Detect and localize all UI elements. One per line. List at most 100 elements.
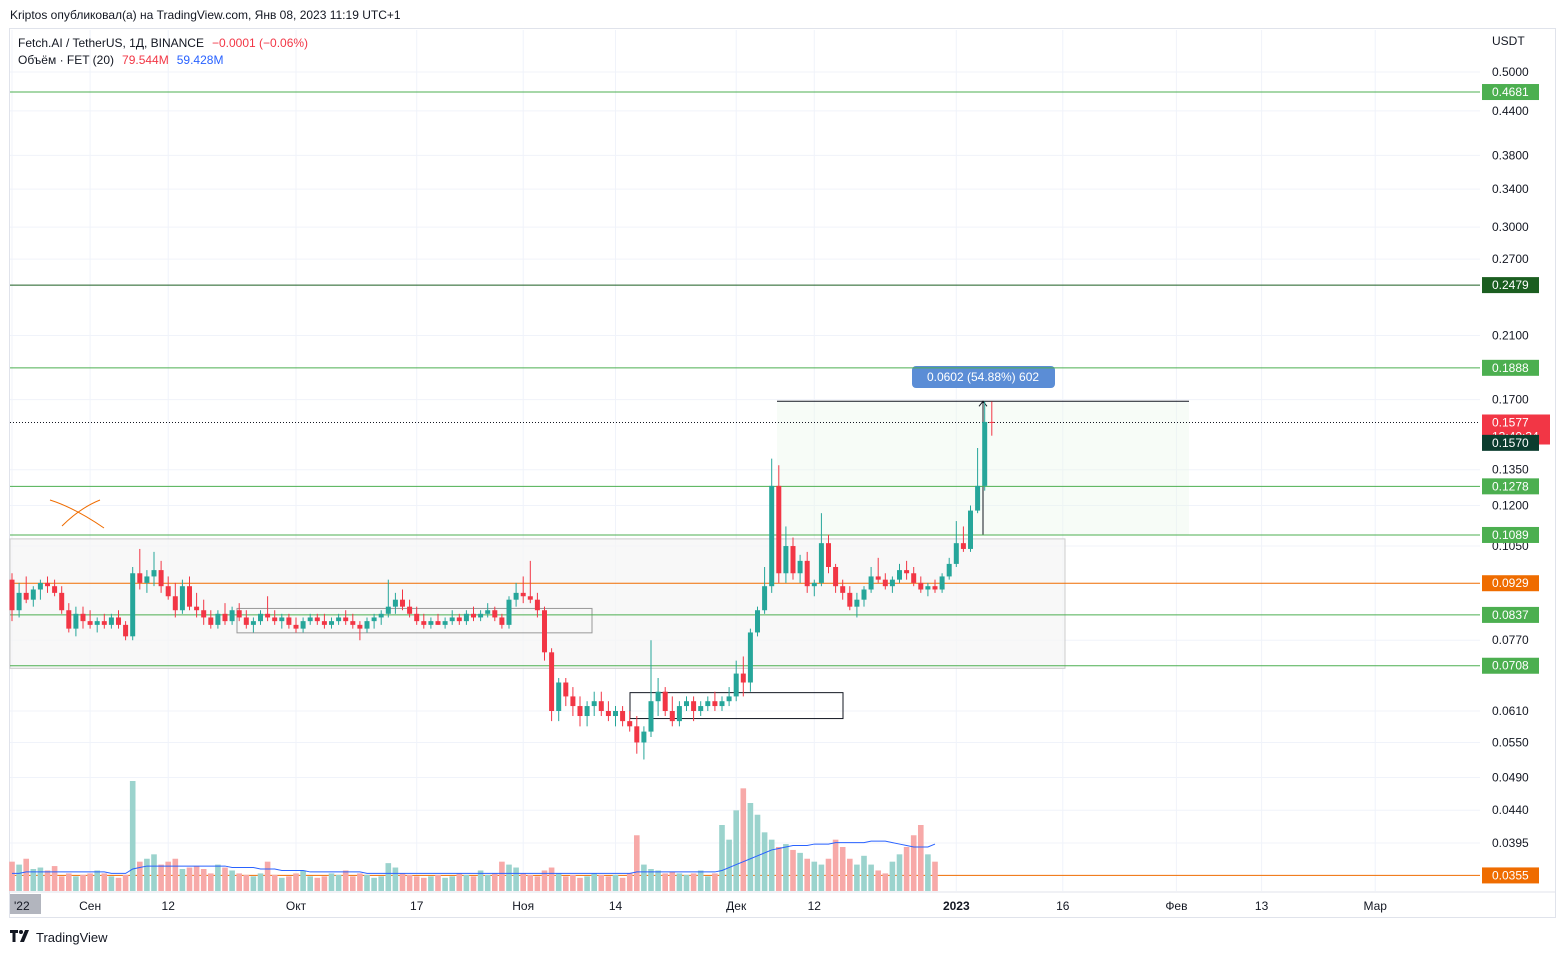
price-tick-label: 0.1200 xyxy=(1492,498,1529,512)
candle-body xyxy=(385,606,391,614)
candle-body xyxy=(591,701,597,707)
candle xyxy=(875,557,881,583)
candle-body xyxy=(371,617,377,622)
candle xyxy=(918,576,924,593)
candle xyxy=(705,696,711,712)
candle-body xyxy=(598,701,604,712)
volume-bar xyxy=(641,864,647,891)
candle xyxy=(80,606,86,629)
candle xyxy=(456,613,462,625)
candle-body xyxy=(719,701,725,707)
candle-body xyxy=(471,613,476,618)
candle xyxy=(250,617,256,633)
footer-brand[interactable]: TradingView xyxy=(10,929,108,945)
volume-bar xyxy=(94,870,100,891)
candle xyxy=(179,579,185,614)
candle-body xyxy=(882,579,888,587)
volume-bar xyxy=(868,864,874,891)
volume-bar xyxy=(499,861,505,891)
candle-body xyxy=(314,617,320,622)
volume-bar xyxy=(811,861,818,891)
candle xyxy=(676,701,682,727)
volume-bar xyxy=(818,864,825,891)
volume-bar xyxy=(783,844,789,891)
candle xyxy=(471,606,476,622)
candle-body xyxy=(435,621,441,625)
level-price-tag: 0.0837 xyxy=(1482,606,1539,623)
candle xyxy=(165,576,171,600)
volume-bar xyxy=(264,861,271,891)
candle-body xyxy=(258,613,263,622)
volume-bar xyxy=(520,873,526,891)
candle xyxy=(818,513,824,587)
marker-tag-text: 0.1570 xyxy=(1492,436,1529,450)
level-price-tag: 0.2479 xyxy=(1482,277,1539,294)
price-tick-label: 0.5000 xyxy=(1492,65,1529,79)
volume-bar xyxy=(257,873,264,891)
candle xyxy=(889,576,895,593)
candle-body xyxy=(73,613,79,629)
volume-bar xyxy=(697,870,704,891)
candle xyxy=(925,582,931,597)
candle-body xyxy=(87,621,93,625)
volume-bar xyxy=(300,870,306,891)
candle-body xyxy=(946,563,952,577)
volume-bar xyxy=(506,864,512,891)
level-tag-bg xyxy=(1482,575,1539,592)
candle xyxy=(478,610,484,622)
candle xyxy=(414,606,420,625)
volume-bar xyxy=(428,876,434,891)
candle-body xyxy=(804,560,810,587)
candle-body xyxy=(698,706,704,712)
candle xyxy=(9,573,15,622)
volume-bar xyxy=(484,874,491,891)
level-tag-bg xyxy=(1482,867,1539,884)
candle xyxy=(904,560,910,580)
volume-bar xyxy=(918,825,924,891)
volume-bar xyxy=(548,867,555,891)
level-tag-text: 0.4681 xyxy=(1492,85,1529,99)
candle-body xyxy=(627,721,633,727)
candle-body xyxy=(648,701,654,732)
volume-bar xyxy=(179,869,186,891)
volume-indicator-label[interactable]: Объём · FET (20) xyxy=(18,53,115,67)
volume-bar xyxy=(222,867,228,891)
level-tag-text: 0.0929 xyxy=(1492,576,1529,590)
time-tick-label: 17 xyxy=(410,899,424,913)
candle-body xyxy=(357,624,363,629)
volume-bar xyxy=(80,874,86,891)
candle xyxy=(307,613,313,625)
candle xyxy=(364,617,370,633)
volume-bar xyxy=(570,874,576,891)
candle xyxy=(485,603,491,618)
candle-body xyxy=(215,613,221,625)
volume-bar xyxy=(839,847,846,891)
candle xyxy=(144,570,150,593)
candle-body xyxy=(463,613,469,622)
candle-body xyxy=(392,599,398,607)
candle-body xyxy=(833,566,839,587)
candle-body xyxy=(236,610,242,618)
candle-body xyxy=(975,485,981,511)
symbol-title[interactable]: Fetch.AI / TetherUS, 1Д, BINANCE xyxy=(18,36,204,50)
price-tick-label: 0.0770 xyxy=(1492,633,1529,647)
candle-body xyxy=(790,546,796,574)
chart-frame[interactable] xyxy=(9,28,1556,918)
candle xyxy=(87,610,93,629)
volume-bar xyxy=(761,832,768,891)
candle-body xyxy=(549,652,555,712)
time-tick-label: 14 xyxy=(609,899,623,913)
measure-label: 0.0602 (54.88%) 602 xyxy=(912,366,1055,388)
candle xyxy=(826,534,831,574)
candle-body xyxy=(818,543,824,583)
volume-bar xyxy=(87,873,93,891)
candle xyxy=(66,603,72,633)
marker-tag-bg xyxy=(1482,434,1539,451)
volume-bar xyxy=(889,861,896,891)
candle xyxy=(59,586,65,614)
candle-body xyxy=(939,576,945,590)
candle xyxy=(733,660,739,702)
candle-body xyxy=(755,610,760,633)
candle-body xyxy=(208,617,214,625)
